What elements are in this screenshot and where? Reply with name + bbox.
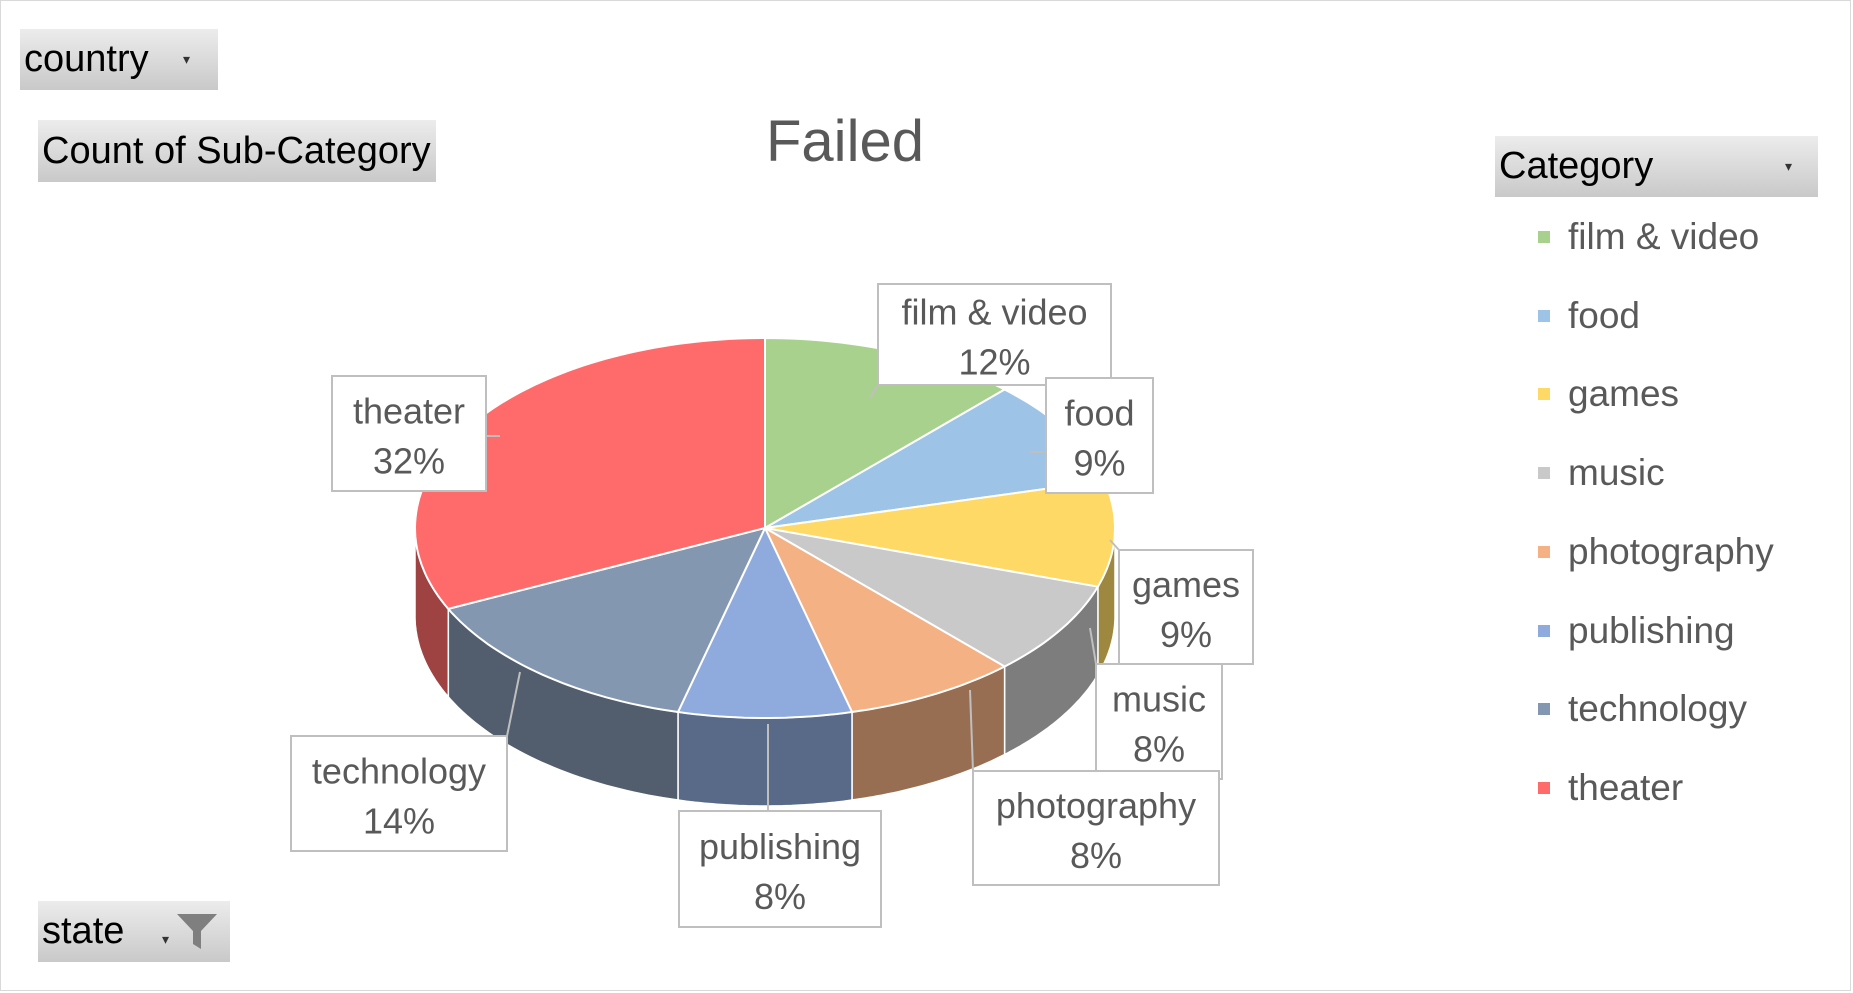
legend-item-food[interactable]: food xyxy=(1538,294,1641,336)
data-label-publishing: publishing 8% xyxy=(678,724,882,928)
legend-item-games[interactable]: games xyxy=(1538,373,1680,415)
pie-slices xyxy=(413,336,1117,719)
legend-swatch xyxy=(1538,624,1550,637)
data-label-category: film & video xyxy=(901,292,1087,333)
legend-label: music xyxy=(1568,452,1665,494)
chevron-down-icon[interactable]: ▾ xyxy=(1785,158,1793,174)
legend-item-film-video[interactable]: film & video xyxy=(1538,216,1760,257)
data-label-games: games 9% xyxy=(1109,539,1254,665)
leader-line xyxy=(506,671,521,737)
state-filter-label: state xyxy=(42,910,125,952)
data-label-percent: 8% xyxy=(1070,835,1122,876)
pie-slice-photography[interactable] xyxy=(762,525,1007,714)
data-label-box xyxy=(972,770,1220,886)
data-label-percent: 12% xyxy=(958,342,1030,383)
country-filter-label: country xyxy=(24,38,149,80)
data-label-food: food 9% xyxy=(1030,377,1154,494)
data-label-percent: 8% xyxy=(754,876,806,917)
legend-item-photography[interactable]: photography xyxy=(1538,530,1774,572)
legend-label: theater xyxy=(1568,766,1684,808)
filter-funnel-icon[interactable] xyxy=(174,911,220,953)
legend-swatch xyxy=(1538,703,1550,716)
data-label-box xyxy=(1095,663,1223,780)
pie-slice-publishing[interactable] xyxy=(676,525,854,719)
data-label-box xyxy=(331,375,487,492)
data-label-percent: 8% xyxy=(1133,729,1185,770)
data-label-percent: 32% xyxy=(373,441,445,482)
pie-side-publishing xyxy=(677,711,853,807)
data-label-theater: theater 32% xyxy=(331,375,500,492)
leader-line xyxy=(1089,627,1097,665)
data-label-box xyxy=(1045,377,1154,494)
legend-item-theater[interactable]: theater xyxy=(1538,766,1684,808)
legend-swatch xyxy=(1538,231,1550,243)
data-label-percent: 9% xyxy=(1073,443,1125,484)
pie-slice-games[interactable] xyxy=(764,479,1117,588)
data-label-box xyxy=(290,735,508,852)
category-field-button[interactable]: Category ▾ xyxy=(1495,136,1818,197)
state-filter-button[interactable]: state ▾ xyxy=(38,901,230,962)
data-label-percent: 14% xyxy=(363,801,435,842)
data-label-percent: 9% xyxy=(1160,614,1212,655)
data-label-box xyxy=(1118,549,1254,665)
data-label-film-video: film & video 12% xyxy=(869,283,1112,399)
legend-label: photography xyxy=(1568,530,1774,572)
data-label-box xyxy=(678,810,882,928)
data-label-category: technology xyxy=(312,751,486,792)
chevron-down-icon[interactable]: ▾ xyxy=(183,51,191,67)
data-label-category: food xyxy=(1064,393,1134,434)
data-label-category: music xyxy=(1112,679,1206,720)
chart-title: Failed xyxy=(766,109,924,174)
legend-swatch xyxy=(1538,545,1550,558)
chevron-down-icon[interactable]: ▾ xyxy=(162,931,170,947)
legend-label: film & video xyxy=(1568,216,1760,257)
legend-label: publishing xyxy=(1568,609,1735,651)
pie-slice-technology[interactable] xyxy=(446,526,767,714)
legend-label: games xyxy=(1568,373,1680,415)
legend-label: technology xyxy=(1568,688,1747,730)
legend-swatch xyxy=(1538,388,1550,401)
country-filter-button[interactable]: country ▾ xyxy=(20,29,218,90)
legend-swatch xyxy=(1538,467,1550,480)
leader-line xyxy=(1109,539,1120,551)
data-label-music: music 8% xyxy=(1089,627,1223,780)
pie-slice-music[interactable] xyxy=(764,527,1100,668)
legend-label: food xyxy=(1568,294,1641,336)
data-label-category: photography xyxy=(996,785,1196,826)
leader-line xyxy=(869,384,879,399)
legend-swatch xyxy=(1538,309,1550,322)
legend-item-publishing[interactable]: publishing xyxy=(1538,609,1735,651)
data-label-category: theater xyxy=(353,391,465,432)
data-label-category: publishing xyxy=(699,826,861,867)
data-labels: film & video12%food9%games9%music8%photo… xyxy=(290,283,1254,928)
data-label-box xyxy=(877,283,1112,386)
data-label-category: games xyxy=(1132,564,1240,605)
legend-item-music[interactable]: music xyxy=(1538,452,1665,494)
legend-swatch xyxy=(1538,781,1550,794)
leader-line xyxy=(969,689,974,772)
value-field-label: Count of Sub-Category xyxy=(42,129,431,172)
category-field-label: Category xyxy=(1499,145,1654,187)
value-field-button[interactable]: Count of Sub-Category xyxy=(38,120,436,182)
legend-item-technology[interactable]: technology xyxy=(1538,688,1747,730)
data-label-photography: photography 8% xyxy=(969,689,1220,886)
data-label-technology: technology 14% xyxy=(290,671,521,852)
